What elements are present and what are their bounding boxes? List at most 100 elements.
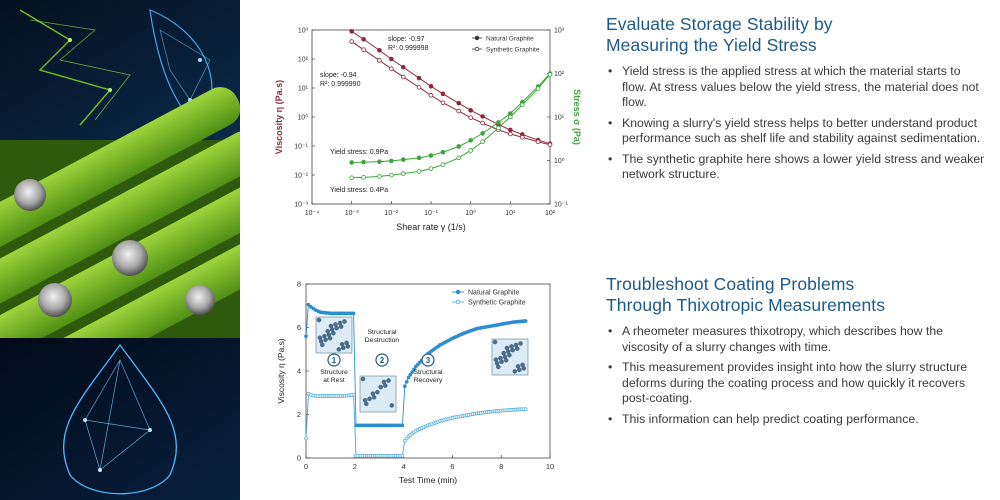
data-point-synthetic-stress bbox=[377, 174, 382, 179]
bullet-item: This information can help predict coatin… bbox=[606, 412, 986, 428]
y-left-tick-label: 10³ bbox=[298, 28, 309, 35]
particle-icon bbox=[501, 350, 506, 356]
annotation-slope-natural: slope: -0.97 bbox=[388, 36, 425, 43]
section2-title-line1: Troubleshoot Coating Problems bbox=[606, 274, 855, 294]
y-right-tick-label: 10¹ bbox=[554, 115, 565, 122]
particle-icon bbox=[375, 389, 380, 395]
x-tick-label: 0 bbox=[304, 462, 308, 471]
data-point-natural bbox=[415, 362, 420, 367]
particle-icon bbox=[513, 342, 519, 348]
particle-icon bbox=[337, 320, 343, 326]
data-point-synthetic-viscosity bbox=[440, 100, 446, 106]
data-point-synthetic-viscosity bbox=[468, 115, 473, 120]
step-2-label-line1: Structural bbox=[367, 329, 397, 336]
step-3-label-line1: Structural bbox=[413, 369, 443, 376]
data-point-natural bbox=[410, 370, 414, 374]
data-point-synthetic-stress bbox=[400, 171, 406, 176]
y-left-axis-label: Viscosity η (Pa.s) bbox=[274, 80, 284, 154]
bullet-item: The synthetic graphite here shows a lowe… bbox=[606, 152, 986, 183]
particle-icon bbox=[498, 355, 503, 361]
data-point-synthetic bbox=[400, 453, 405, 458]
bullet-item: A rheometer measures thixotropy, which d… bbox=[606, 324, 986, 355]
hero-image-strip bbox=[0, 0, 240, 500]
particle-icon bbox=[344, 340, 349, 346]
x-tick-label: 10² bbox=[545, 210, 556, 217]
data-point-natural-viscosity bbox=[508, 127, 513, 133]
data-point-natural-viscosity bbox=[480, 114, 485, 119]
legend-marker bbox=[474, 46, 480, 52]
series-line-synthetic-stress bbox=[351, 74, 551, 179]
y-right-axis-label: Stress σ (Pa) bbox=[572, 89, 582, 145]
particle-icon bbox=[493, 357, 499, 362]
data-point-natural-viscosity bbox=[400, 64, 406, 70]
data-point-natural bbox=[351, 311, 356, 316]
annotation-yield-natural: Yield stress: 0.9Pa bbox=[330, 149, 388, 156]
section2-title-line2: Through Thixotropic Measurements bbox=[606, 295, 886, 315]
particle-icon bbox=[518, 341, 523, 346]
data-point-synthetic-stress bbox=[389, 172, 394, 178]
data-point-natural bbox=[306, 302, 311, 307]
particle-icon bbox=[509, 344, 514, 349]
legend-marker bbox=[474, 35, 480, 41]
data-point-synthetic-stress bbox=[456, 155, 462, 161]
data-point-natural-stress bbox=[400, 157, 406, 162]
y-left-tick-label: 10¹ bbox=[298, 86, 309, 93]
particle-icon bbox=[367, 396, 372, 402]
particle-icon bbox=[328, 323, 334, 329]
y-right-tick-label: 10² bbox=[554, 71, 565, 78]
series-line-natural-stress bbox=[351, 73, 551, 163]
data-point-natural-viscosity bbox=[416, 75, 422, 81]
data-point-synthetic bbox=[304, 436, 308, 441]
particle-icon bbox=[389, 403, 395, 408]
data-point-synthetic-stress bbox=[496, 125, 501, 131]
thixotropy-chart: 0 2 4 6 8 10 0 2 4 6 8 Test Time (min) Viscosity η (… bbox=[268, 272, 568, 494]
particle-icon bbox=[362, 398, 368, 403]
yield-stress-chart: 10⁻⁴ 10⁻³ 10⁻² 10⁻¹ 10⁰ 10¹ 10² 10⁻³ 10⁻² 10⁻¹ 10⁰… bbox=[268, 10, 586, 242]
y-left-tick-label: 10⁻¹ bbox=[294, 144, 308, 151]
data-point-natural-stress bbox=[377, 159, 382, 164]
particle-icon bbox=[325, 328, 330, 334]
step-3-number: 3 bbox=[426, 356, 431, 365]
data-point-natural-stress bbox=[389, 158, 394, 164]
data-point-natural bbox=[402, 384, 407, 389]
x-axis-label: Test Time (min) bbox=[399, 475, 457, 485]
data-point-natural-viscosity bbox=[377, 47, 382, 53]
x-tick-label: 2 bbox=[353, 462, 357, 471]
y-left-tick-label: 10² bbox=[298, 57, 309, 64]
particle-icon bbox=[370, 391, 376, 396]
x-tick-label: 10⁻³ bbox=[345, 210, 359, 217]
particle-icon bbox=[333, 322, 338, 327]
step-1-label-line1: Structure bbox=[320, 369, 348, 376]
data-point-synthetic-viscosity bbox=[519, 134, 525, 140]
data-point-synthetic-viscosity bbox=[361, 47, 366, 52]
data-point-synthetic-stress bbox=[361, 175, 366, 180]
particle-icon bbox=[360, 376, 366, 382]
data-point-natural bbox=[309, 304, 313, 309]
section1-bullets: Yield stress is the applied stress at wh… bbox=[606, 64, 986, 183]
data-point-synthetic-viscosity bbox=[349, 39, 354, 44]
data-point-synthetic-stress bbox=[349, 175, 354, 181]
data-point-synthetic-viscosity bbox=[456, 108, 462, 114]
series-line-synthetic-viscosity bbox=[351, 41, 551, 146]
yield-stress-chart-svg: 10⁻⁴ 10⁻³ 10⁻² 10⁻¹ 10⁰ 10¹ 10²10⁻³10⁻²10⁻¹10⁰… bbox=[274, 28, 582, 233]
data-point-synthetic-viscosity bbox=[547, 142, 553, 148]
data-point-natural-stress bbox=[428, 153, 434, 158]
data-point-natural bbox=[523, 319, 528, 323]
data-point-natural bbox=[404, 380, 409, 384]
particle-icon bbox=[515, 364, 521, 369]
annotation-r2-natural: R²: 0.999998 bbox=[388, 45, 429, 52]
data-point-natural bbox=[304, 334, 308, 339]
data-point-natural-viscosity bbox=[468, 108, 473, 113]
particle-icon bbox=[520, 362, 525, 368]
y-tick-label: 2 bbox=[297, 410, 301, 419]
legend-label: Synthetic Graphite bbox=[468, 300, 526, 307]
data-point-synthetic-stress bbox=[468, 148, 473, 153]
data-point-synthetic-viscosity bbox=[400, 74, 406, 80]
x-tick-label: 10⁻⁴ bbox=[305, 210, 320, 217]
data-point-natural bbox=[400, 423, 405, 428]
data-point-synthetic-stress bbox=[508, 114, 513, 120]
y-left-tick-label: 10⁻³ bbox=[294, 202, 308, 209]
y-right-tick-label: 10³ bbox=[554, 28, 565, 35]
data-point-synthetic-viscosity bbox=[389, 66, 394, 72]
data-point-natural bbox=[418, 360, 422, 365]
